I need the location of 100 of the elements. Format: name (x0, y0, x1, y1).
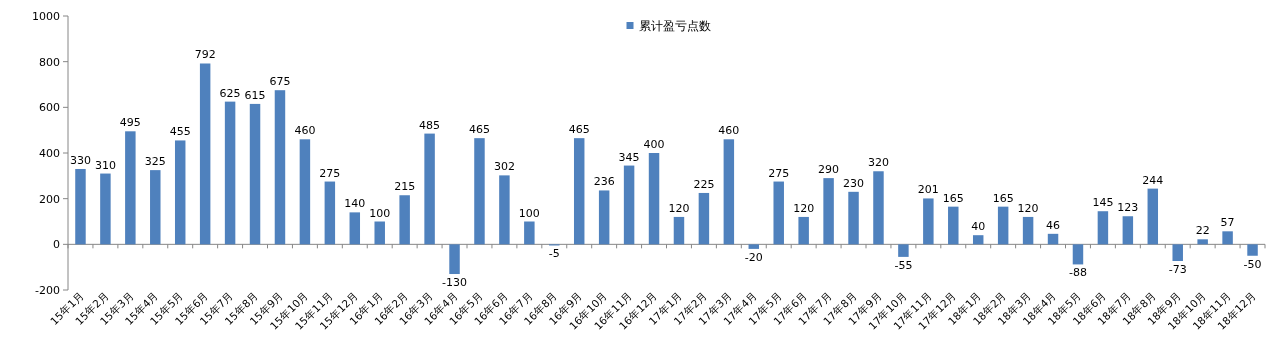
bar (449, 244, 460, 275)
bar (224, 101, 236, 245)
y-tick-label: 400 (39, 147, 60, 160)
data-label: 100 (369, 206, 391, 220)
bar (848, 191, 859, 245)
data-label: 460 (294, 124, 316, 138)
data-label: 123 (1117, 201, 1139, 215)
bar (174, 140, 186, 245)
bar (1072, 244, 1084, 265)
bar (698, 192, 710, 245)
data-label: 46 (1046, 218, 1061, 232)
bar (199, 63, 211, 245)
bar (299, 139, 311, 245)
data-label: 345 (618, 150, 640, 164)
data-label: -88 (1068, 266, 1087, 280)
data-label: 455 (169, 125, 191, 139)
data-label: -50 (1243, 257, 1262, 271)
data-label: 145 (1092, 196, 1114, 210)
data-label: 225 (693, 177, 715, 191)
data-label: 120 (668, 201, 690, 215)
bar (723, 139, 735, 245)
bar (125, 131, 136, 245)
data-label: 40 (971, 220, 986, 234)
data-label: 310 (94, 158, 116, 172)
bar (1122, 216, 1134, 245)
y-tick-label: 1000 (32, 10, 60, 23)
bar (150, 170, 161, 245)
bar (773, 181, 784, 245)
data-label: 201 (917, 183, 939, 197)
bar (100, 173, 111, 245)
data-label: -55 (894, 258, 913, 272)
bar (673, 216, 685, 245)
bar (923, 198, 934, 245)
data-label: 400 (643, 138, 665, 151)
bar (798, 216, 809, 245)
data-label: 275 (319, 166, 341, 180)
data-label: 792 (194, 48, 216, 62)
data-label: 120 (1017, 201, 1039, 215)
data-label: -73 (1168, 263, 1187, 276)
bar (499, 175, 510, 245)
bar (823, 178, 834, 245)
bar (1197, 239, 1208, 245)
bar (573, 138, 585, 245)
bar (524, 221, 535, 245)
y-tick-label: -200 (35, 284, 60, 297)
bar (873, 171, 884, 245)
data-label: 165 (992, 191, 1014, 205)
bar (1022, 216, 1034, 245)
data-label: 290 (818, 163, 840, 177)
data-label: 330 (69, 153, 91, 167)
y-tick-label: 800 (39, 55, 60, 69)
bar (748, 244, 760, 249)
bar (1147, 188, 1159, 245)
bar (623, 165, 635, 245)
bar (249, 103, 261, 245)
data-label: 100 (518, 206, 540, 220)
bar (1047, 233, 1059, 245)
bar (324, 181, 336, 245)
data-label: 236 (593, 175, 615, 189)
bar (474, 138, 485, 245)
y-tick-label: 600 (39, 101, 60, 115)
data-label: -5 (548, 247, 560, 261)
bar (1097, 211, 1109, 245)
data-label: 302 (493, 160, 515, 174)
bar (374, 221, 385, 245)
data-label: 244 (1142, 173, 1164, 187)
bar (948, 206, 959, 245)
data-label: 230 (843, 176, 865, 190)
data-label: 320 (867, 156, 889, 170)
data-label: 120 (793, 201, 815, 215)
data-label: 215 (394, 180, 416, 194)
data-label: 57 (1220, 216, 1235, 230)
data-label: 140 (344, 197, 366, 211)
y-tick-label: 0 (53, 238, 60, 252)
bar (349, 212, 361, 245)
data-label: 675 (269, 75, 291, 89)
bar (424, 133, 435, 245)
bar (598, 190, 610, 245)
y-tick-label: 200 (39, 192, 60, 206)
bar (997, 206, 1009, 245)
data-label: 485 (419, 118, 441, 132)
data-label: 460 (718, 124, 740, 138)
data-label: 465 (568, 123, 590, 137)
bar (1222, 231, 1233, 245)
data-label: 165 (942, 191, 964, 205)
data-label: 625 (219, 86, 241, 100)
bar (1172, 244, 1183, 261)
bar (75, 168, 86, 245)
data-label: -130 (442, 276, 468, 290)
data-label: 275 (768, 166, 790, 180)
data-label: -20 (744, 250, 763, 264)
bar (648, 153, 660, 245)
bar (972, 235, 984, 245)
bar (898, 244, 909, 257)
bar (399, 195, 410, 245)
bar (1247, 244, 1258, 256)
data-label: 22 (1195, 224, 1210, 238)
data-label: 465 (468, 123, 490, 137)
legend: 累计盈亏点数 (626, 19, 711, 33)
data-label: 495 (119, 116, 141, 130)
